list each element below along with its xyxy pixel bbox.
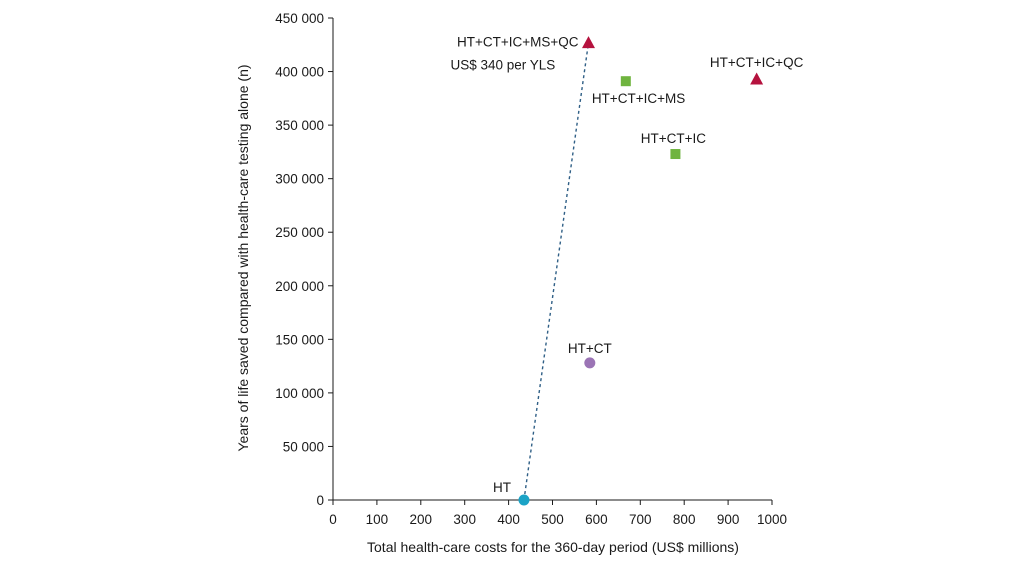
x-tick-label: 200 (410, 512, 433, 527)
frontier-layer (523, 42, 590, 501)
points-layer (518, 36, 764, 506)
x-tick-label: 400 (497, 512, 520, 527)
x-tick-label: 1000 (757, 512, 787, 527)
x-tick-label: 800 (673, 512, 696, 527)
point-ht-ct (584, 357, 596, 369)
x-tick-label: 500 (541, 512, 564, 527)
x-tick-label: 300 (453, 512, 476, 527)
point-labels-layer: HT HT+CT HT+CT+IC HT+CT+IC+MS HT+CT+IC+QC HT+… (450, 35, 803, 495)
point-label-ht-ct-ic: HT+CT+IC (641, 131, 707, 146)
y-tick-label: 350 000 (275, 118, 324, 133)
y-tick-label: 250 000 (275, 225, 324, 240)
y-tick-label: 450 000 (275, 11, 324, 26)
point-label-ht-ct-ic-ms-qc: HT+CT+IC+MS+QC (457, 35, 579, 50)
y-tick-label: 100 000 (275, 386, 324, 401)
point-ht-ct-ic (670, 149, 681, 160)
x-tick-label: 600 (585, 512, 608, 527)
point-ht (518, 494, 530, 506)
x-tick-label: 700 (629, 512, 652, 527)
y-axis-title: Years of life saved compared with health… (235, 64, 251, 451)
y-tick-label: 50 000 (283, 439, 324, 454)
point-label-ht-ct: HT+CT (568, 341, 612, 356)
frontier-annotation: US$ 340 per YLS (450, 58, 555, 73)
y-tick-label: 300 000 (275, 172, 324, 187)
y-tick-label: 200 000 (275, 279, 324, 294)
x-tick-label: 0 (329, 512, 337, 527)
point-label-ht-ct-ic-qc: HT+CT+IC+QC (710, 55, 804, 70)
efficiency-frontier-line (523, 42, 590, 501)
point-ht-ct-ic-ms-qc (581, 36, 595, 49)
axes: 0 100 200 300 400 500 600 700 800 900 1000 0 50 000 1… (275, 11, 787, 527)
y-tick-label: 0 (316, 493, 324, 508)
point-ht-ct-ic-ms (620, 76, 631, 87)
point-ht-ct-ic-qc (750, 72, 764, 85)
x-axis-title: Total health-care costs for the 360-day … (367, 539, 739, 555)
y-tick-label: 400 000 (275, 65, 324, 80)
point-label-ht: HT (493, 480, 511, 495)
x-tick-label: 100 (366, 512, 389, 527)
y-tick-label: 150 000 (275, 332, 324, 347)
x-tick-label: 900 (717, 512, 740, 527)
point-label-ht-ct-ic-ms: HT+CT+IC+MS (592, 91, 685, 106)
